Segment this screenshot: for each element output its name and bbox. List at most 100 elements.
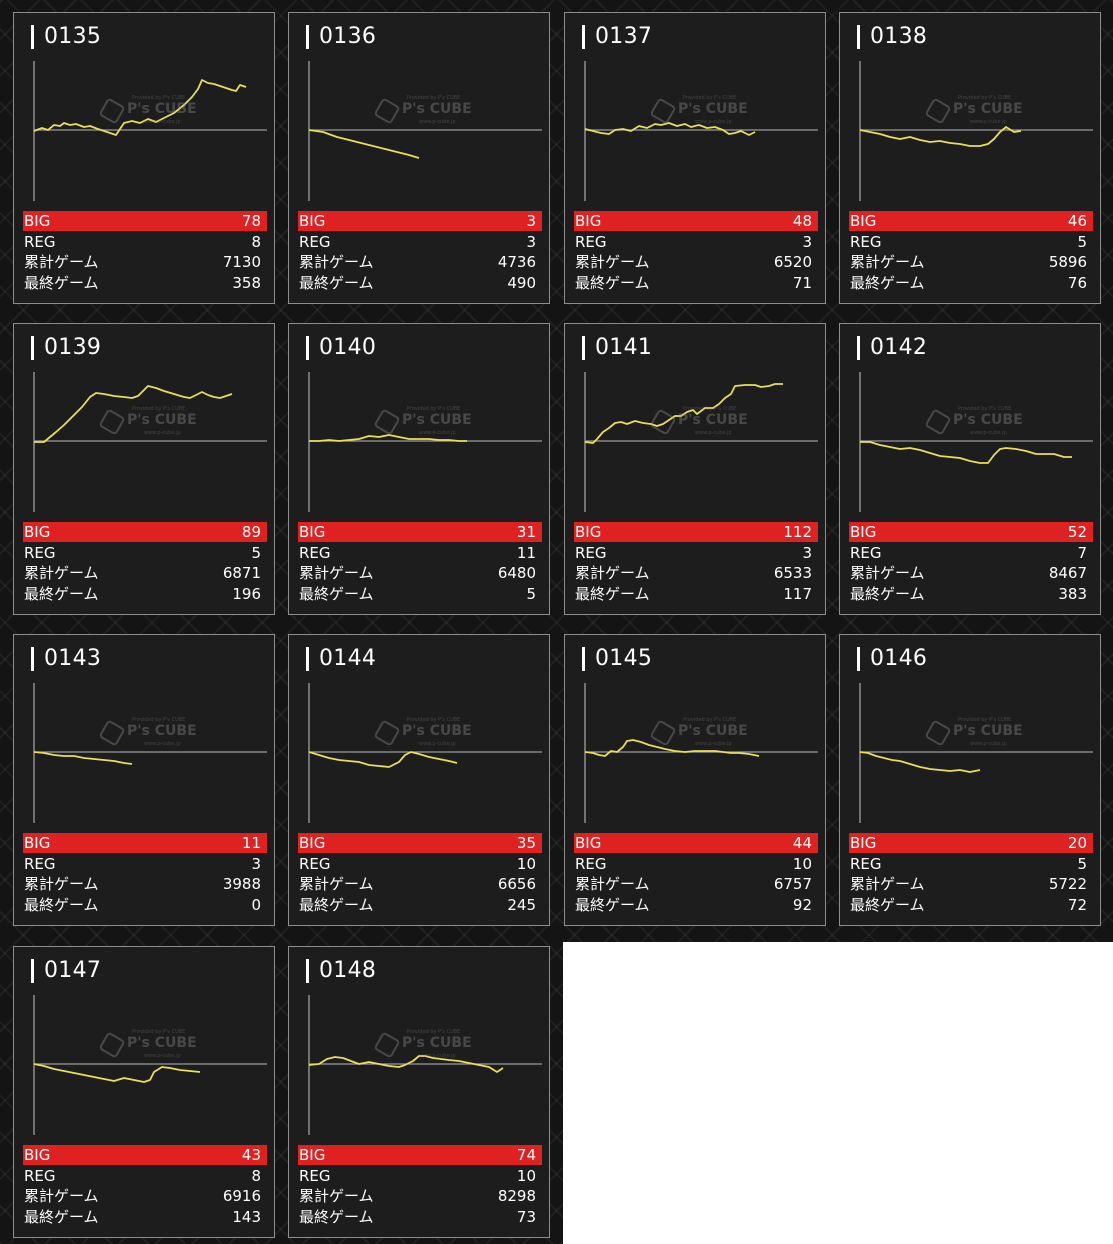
last-games-label: 最終ゲーム xyxy=(850,896,925,914)
machine-card[interactable]: 0141 Provided by P's CUBE P's CUBE www.p-cu… xyxy=(564,323,826,615)
big-value: 48 xyxy=(792,212,812,230)
watermark-brand: P's CUBE xyxy=(127,723,197,739)
total-games-row: 累計ゲーム 6916 xyxy=(23,1186,267,1206)
machine-number: 0148 xyxy=(319,958,377,983)
total-games-label: 累計ゲーム xyxy=(24,253,99,271)
last-games-label: 最終ゲーム xyxy=(575,585,650,603)
total-games-value: 8467 xyxy=(1048,564,1087,582)
machine-number: 0138 xyxy=(870,24,928,49)
watermark-bottom-text: www.p-cube.jp xyxy=(695,430,732,436)
pscube-watermark-logo: Provided by P's CUBE P's CUBE www.p-cube.j… xyxy=(649,406,748,442)
watermark-brand: P's CUBE xyxy=(402,412,472,428)
total-games-row: 累計ゲーム 8298 xyxy=(298,1186,542,1206)
machine-number: 0145 xyxy=(595,646,653,671)
cube-icon xyxy=(924,97,952,125)
title-accent-bar xyxy=(31,647,34,671)
reg-value: 5 xyxy=(251,544,261,562)
machine-card[interactable]: 0135 Provided by P's CUBE P's CUBE www.p-cu… xyxy=(13,12,275,304)
big-count-row: BIG 52 xyxy=(849,522,1093,542)
reg-label: REG xyxy=(850,855,882,873)
last-games-value: 0 xyxy=(251,896,261,914)
watermark-brand: P's CUBE xyxy=(678,412,748,428)
machine-card[interactable]: 0139 Provided by P's CUBE P's CUBE www.p-cu… xyxy=(13,323,275,615)
last-games-label: 最終ゲーム xyxy=(24,274,99,292)
watermark-bottom-text: www.p-cube.jp xyxy=(144,430,181,436)
last-games-value: 92 xyxy=(792,896,812,914)
watermark-top-text: Provided by P's CUBE xyxy=(407,95,461,101)
graph-line xyxy=(33,79,247,136)
cube-icon xyxy=(924,408,952,436)
reg-row: REG 3 xyxy=(298,232,542,252)
reg-row: REG 5 xyxy=(849,232,1093,252)
big-count-row: BIG 31 xyxy=(298,522,542,542)
reg-row: REG 8 xyxy=(23,232,267,252)
graph-line xyxy=(584,739,760,757)
last-games-label: 最終ゲーム xyxy=(299,585,374,603)
big-count-row: BIG 74 xyxy=(298,1145,542,1165)
graph-line xyxy=(859,126,1022,147)
last-games-row: 最終ゲーム 490 xyxy=(298,273,542,293)
reg-label: REG xyxy=(24,1167,56,1185)
total-games-row: 累計ゲーム 5722 xyxy=(849,874,1093,894)
big-value: 31 xyxy=(516,523,536,541)
watermark-top-text: Provided by P's CUBE xyxy=(958,717,1012,723)
machine-card[interactable]: 0144 Provided by P's CUBE P's CUBE www.p-cu… xyxy=(288,634,550,926)
graph-line xyxy=(308,1055,504,1073)
total-games-row: 累計ゲーム 6533 xyxy=(574,563,818,583)
machine-card[interactable]: 0143 Provided by P's CUBE P's CUBE www.p-cu… xyxy=(13,634,275,926)
watermark-brand: P's CUBE xyxy=(402,1035,472,1051)
machine-card[interactable]: 0136 Provided by P's CUBE P's CUBE www.p-cu… xyxy=(288,12,550,304)
total-games-label: 累計ゲーム xyxy=(850,875,925,893)
watermark-top-text: Provided by P's CUBE xyxy=(407,717,461,723)
watermark-top-text: Provided by P's CUBE xyxy=(407,406,461,412)
last-games-value: 73 xyxy=(516,1208,536,1226)
big-value: 46 xyxy=(1067,212,1087,230)
pscube-watermark-logo: Provided by P's CUBE P's CUBE www.p-cube.j… xyxy=(649,95,748,131)
watermark-brand: P's CUBE xyxy=(953,412,1023,428)
machine-card[interactable]: 0140 Provided by P's CUBE P's CUBE www.p-cu… xyxy=(288,323,550,615)
pscube-watermark-logo: Provided by P's CUBE P's CUBE www.p-cube.j… xyxy=(373,95,472,131)
total-games-label: 累計ゲーム xyxy=(299,1187,374,1205)
total-games-label: 累計ゲーム xyxy=(850,564,925,582)
watermark-brand: P's CUBE xyxy=(127,1035,197,1051)
machine-card[interactable]: 0137 Provided by P's CUBE P's CUBE www.p-cu… xyxy=(564,12,826,304)
last-games-value: 5 xyxy=(526,585,536,603)
machine-number: 0146 xyxy=(870,646,928,671)
last-games-value: 72 xyxy=(1067,896,1087,914)
machine-card[interactable]: 0145 Provided by P's CUBE P's CUBE www.p-cu… xyxy=(564,634,826,926)
machine-number: 0142 xyxy=(870,335,928,360)
watermark-bottom-text: www.p-cube.jp xyxy=(419,1053,456,1059)
machine-card[interactable]: 0142 Provided by P's CUBE P's CUBE www.p-cu… xyxy=(839,323,1101,615)
big-label: BIG xyxy=(299,212,326,230)
watermark-brand: P's CUBE xyxy=(127,101,197,117)
reg-row: REG 11 xyxy=(298,543,542,563)
big-value: 20 xyxy=(1067,834,1087,852)
total-games-label: 累計ゲーム xyxy=(24,564,99,582)
watermark-bottom-text: www.p-cube.jp xyxy=(144,741,181,747)
title-accent-bar xyxy=(306,336,309,360)
reg-label: REG xyxy=(299,855,331,873)
machine-card[interactable]: 0146 Provided by P's CUBE P's CUBE www.p-cu… xyxy=(839,634,1101,926)
graph-line xyxy=(33,1063,201,1083)
machine-card[interactable]: 0147 Provided by P's CUBE P's CUBE www.p-cu… xyxy=(13,946,275,1238)
last-games-row: 最終ゲーム 117 xyxy=(574,584,818,604)
big-count-row: BIG 112 xyxy=(574,522,818,542)
last-games-label: 最終ゲーム xyxy=(575,274,650,292)
slump-graph xyxy=(33,683,267,823)
reg-row: REG 7 xyxy=(849,543,1093,563)
machine-number: 0139 xyxy=(44,335,102,360)
slump-graph xyxy=(33,995,267,1135)
big-value: 78 xyxy=(241,212,261,230)
total-games-value: 6757 xyxy=(773,875,812,893)
reg-row: REG 5 xyxy=(23,543,267,563)
pscube-watermark-logo: Provided by P's CUBE P's CUBE www.p-cube.j… xyxy=(98,717,197,753)
graph-line xyxy=(309,434,467,442)
machine-card[interactable]: 0138 Provided by P's CUBE P's CUBE www.p-cu… xyxy=(839,12,1101,304)
machine-card[interactable]: 0148 Provided by P's CUBE P's CUBE www.p-cu… xyxy=(288,946,550,1238)
last-games-row: 最終ゲーム 383 xyxy=(849,584,1093,604)
reg-row: REG 10 xyxy=(298,854,542,874)
reg-label: REG xyxy=(24,855,56,873)
reg-value: 8 xyxy=(251,233,261,251)
cube-icon xyxy=(98,1031,126,1059)
big-value: 43 xyxy=(241,1146,261,1164)
